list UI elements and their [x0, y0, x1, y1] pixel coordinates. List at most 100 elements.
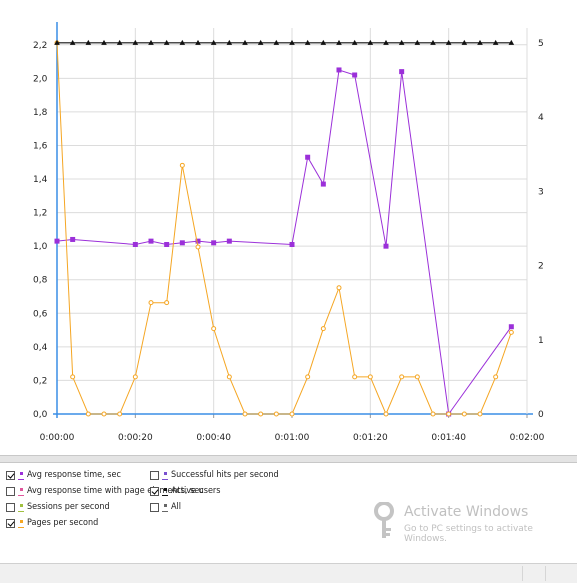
data-point	[148, 238, 154, 244]
data-point	[101, 39, 107, 45]
data-point	[101, 411, 107, 417]
status-divider	[522, 566, 523, 581]
x-tick-label: 0:02:00	[510, 433, 545, 443]
data-point	[226, 238, 232, 244]
series-line-avg-response-time-sec	[56, 69, 512, 416]
y-tick-label: 1,4	[33, 175, 48, 185]
legend-label: Active users	[171, 486, 221, 496]
data-point	[69, 39, 76, 45]
legend-item-pages-per-second[interactable]: Pages per second	[6, 517, 98, 529]
legend-checkbox[interactable]	[6, 486, 15, 496]
data-point	[179, 162, 185, 168]
legend-label: Pages per second	[27, 518, 99, 528]
data-point	[304, 39, 311, 45]
data-point	[383, 243, 389, 249]
data-point	[289, 411, 295, 417]
line-chart: 0,0 0,2 0,4 0,6 0,8 1,0 1,2 1,4 1,6 1,8 2,0 2,2 0 1 2 3…	[33, 22, 545, 443]
data-point	[85, 39, 92, 45]
data-point	[117, 411, 123, 417]
watermark-subtitle: Go to PC settings to activate Windows.	[404, 524, 533, 544]
data-point	[242, 39, 248, 45]
series-swatch-icon	[18, 503, 24, 512]
data-point	[445, 39, 452, 45]
data-point	[383, 411, 389, 417]
data-point	[492, 39, 499, 45]
data-point	[430, 411, 436, 417]
data-point	[320, 181, 326, 187]
data-point	[336, 285, 342, 291]
legend-item-active-users[interactable]: Active users	[150, 485, 220, 497]
legend-checkbox[interactable]	[150, 470, 159, 480]
data-point	[70, 236, 76, 242]
data-point	[508, 39, 515, 45]
legend-checkbox[interactable]	[6, 502, 15, 512]
x-tick-label: 0:00:40	[196, 433, 231, 443]
data-point	[85, 411, 91, 417]
watermark-title: Activate Windows	[404, 504, 529, 520]
data-point	[164, 241, 170, 247]
legend-item-sessions-per-second[interactable]: Sessions per second	[6, 501, 110, 513]
data-point	[148, 39, 154, 45]
splitter-handle[interactable]	[0, 455, 577, 463]
data-point	[179, 39, 186, 45]
data-point	[461, 39, 468, 45]
data-point	[179, 240, 185, 246]
data-point	[54, 39, 60, 45]
data-point	[132, 374, 138, 380]
series-swatch-icon	[18, 487, 24, 496]
data-point	[54, 238, 60, 244]
data-point	[398, 39, 405, 45]
data-point	[493, 374, 499, 380]
data-point	[305, 374, 311, 380]
legend-checkbox[interactable]	[6, 518, 15, 528]
y2-tick-label: 3	[538, 187, 544, 197]
x-tick-label: 0:01:00	[275, 433, 310, 443]
legend-label: Successful hits per second	[171, 470, 279, 480]
legend-label: Avg response time with page elements, se…	[27, 486, 204, 496]
legend-checkbox[interactable]	[6, 470, 15, 480]
x-tick-label: 0:01:20	[353, 433, 388, 443]
legend-checkbox[interactable]	[150, 486, 159, 496]
y-tick-label: 0,8	[33, 276, 48, 286]
data-point	[367, 39, 374, 45]
data-point	[164, 300, 170, 306]
data-point	[320, 39, 327, 45]
y-tick-label: 0,2	[33, 376, 47, 386]
data-point	[336, 39, 342, 45]
data-point	[289, 39, 295, 45]
data-point	[336, 67, 342, 73]
series-swatch-icon	[162, 471, 168, 480]
key-icon	[374, 502, 394, 538]
data-point	[477, 39, 483, 45]
data-point	[132, 241, 138, 247]
data-point	[211, 326, 217, 332]
x-tick-label: 0:00:20	[118, 433, 153, 443]
y-tick-label: 1,0	[33, 242, 48, 252]
data-point	[289, 241, 295, 247]
legend-checkbox[interactable]	[150, 502, 159, 512]
data-point	[258, 411, 264, 417]
y-tick-label: 0,4	[33, 343, 48, 353]
y2-tick-label: 2	[538, 262, 544, 272]
legend-item-successful-hits[interactable]: Successful hits per second	[150, 469, 279, 481]
legend-item-avg-response-time[interactable]: Avg response time, sec	[6, 469, 121, 481]
data-point	[195, 238, 201, 244]
data-point	[148, 300, 154, 306]
data-point	[477, 411, 483, 417]
y-tick-label: 2,0	[33, 74, 48, 84]
data-point	[242, 411, 248, 417]
data-point	[414, 39, 421, 45]
legend-item-all[interactable]: All	[150, 501, 181, 513]
y2-tick-label: 4	[538, 113, 544, 123]
y2-tick-label: 1	[538, 336, 544, 346]
data-point	[399, 374, 405, 380]
legend-item-avg-response-time-page-elements[interactable]: Avg response time with page elements, se…	[6, 485, 204, 497]
y-tick-label: 1,8	[33, 108, 48, 118]
data-point	[273, 39, 280, 45]
y-tick-label: 1,6	[33, 141, 48, 151]
data-point	[195, 39, 201, 45]
y-tick-label: 0,6	[33, 309, 48, 319]
data-point	[320, 326, 326, 332]
data-point	[352, 72, 358, 78]
data-point	[211, 240, 217, 246]
